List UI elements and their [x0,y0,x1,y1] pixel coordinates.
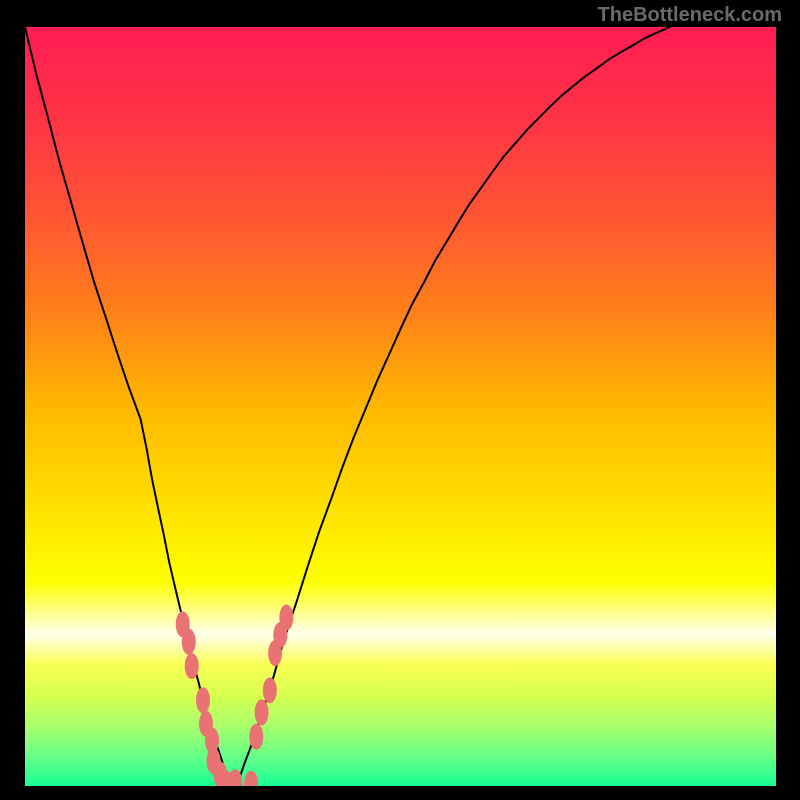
marker-point [279,605,293,631]
marker-point [196,687,210,713]
chart-stage: TheBottleneck.com [0,0,800,800]
marker-point [244,771,258,797]
marker-point [255,699,269,725]
bottleneck-chart-svg [0,0,800,800]
marker-point [185,653,199,679]
gradient-background [25,27,776,786]
marker-point [182,629,196,655]
marker-point [263,677,277,703]
marker-point [249,724,263,750]
marker-point [228,769,242,795]
